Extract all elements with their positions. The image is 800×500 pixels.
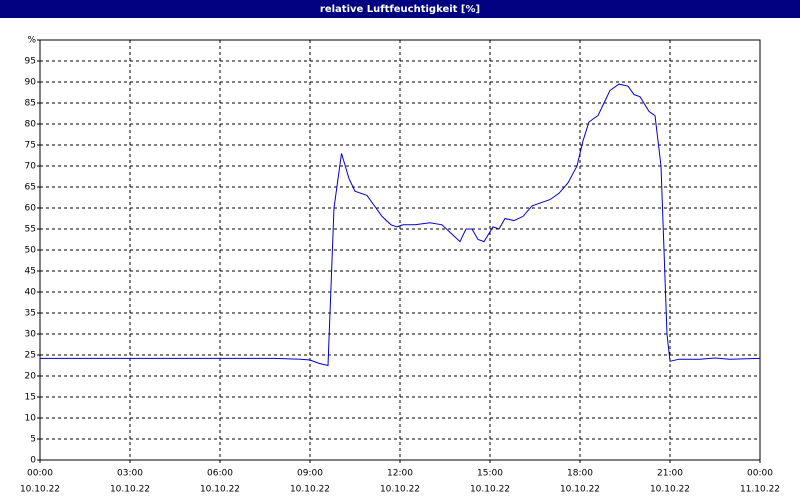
x-tick-label: 00:00 bbox=[27, 469, 53, 479]
x-tick-date: 10.10.22 bbox=[20, 485, 60, 495]
x-tick-date: 10.10.22 bbox=[470, 485, 510, 495]
y-tick-label: 90 bbox=[25, 78, 37, 88]
y-tick-label: 55 bbox=[25, 225, 36, 235]
x-tick-date: 10.10.22 bbox=[650, 485, 690, 495]
title-bar bbox=[0, 0, 800, 18]
x-tick-label: 06:00 bbox=[207, 469, 233, 479]
y-tick-label: 60 bbox=[25, 204, 37, 214]
x-tick-date: 10.10.22 bbox=[290, 485, 330, 495]
x-tick-date: 10.10.22 bbox=[200, 485, 240, 495]
y-tick-label: 75 bbox=[25, 141, 36, 151]
x-tick-label: 09:00 bbox=[297, 469, 323, 479]
y-tick-label: 15 bbox=[25, 393, 36, 403]
x-tick-date: 10.10.22 bbox=[380, 485, 420, 495]
y-tick-label: 0 bbox=[30, 456, 36, 466]
y-tick-label: 40 bbox=[25, 288, 37, 298]
y-tick-label: 65 bbox=[25, 183, 36, 193]
x-tick-label: 00:00 bbox=[747, 469, 773, 479]
y-tick-label: % bbox=[27, 36, 36, 46]
x-tick-label: 12:00 bbox=[387, 469, 413, 479]
y-tick-label: 10 bbox=[25, 414, 37, 424]
y-tick-label: 50 bbox=[25, 246, 37, 256]
y-tick-label: 30 bbox=[25, 330, 37, 340]
x-tick-label: 03:00 bbox=[117, 469, 143, 479]
y-tick-label: 25 bbox=[25, 351, 36, 361]
y-tick-label: 35 bbox=[25, 309, 36, 319]
data-line bbox=[40, 83, 761, 367]
x-tick-date: 10.10.22 bbox=[110, 485, 150, 495]
y-tick-label: 20 bbox=[25, 372, 37, 382]
y-tick-label: 5 bbox=[30, 435, 36, 445]
y-tick-label: 80 bbox=[25, 120, 37, 130]
y-tick-label: 45 bbox=[25, 267, 36, 277]
y-tick-label: 95 bbox=[25, 57, 36, 67]
x-tick-label: 18:00 bbox=[567, 469, 593, 479]
x-tick-date: 11.10.22 bbox=[740, 485, 780, 495]
x-tick-date: 10.10.22 bbox=[560, 485, 600, 495]
chart-title: relative Luftfeuchtigkeit [%] bbox=[320, 4, 480, 15]
y-tick-label: 70 bbox=[25, 162, 37, 172]
x-tick-label: 15:00 bbox=[477, 469, 503, 479]
y-tick-label: 85 bbox=[25, 99, 36, 109]
x-tick-label: 21:00 bbox=[657, 469, 683, 479]
